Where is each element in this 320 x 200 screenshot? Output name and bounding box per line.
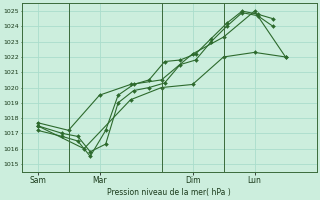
X-axis label: Pression niveau de la mer( hPa ): Pression niveau de la mer( hPa ) [108,188,231,197]
